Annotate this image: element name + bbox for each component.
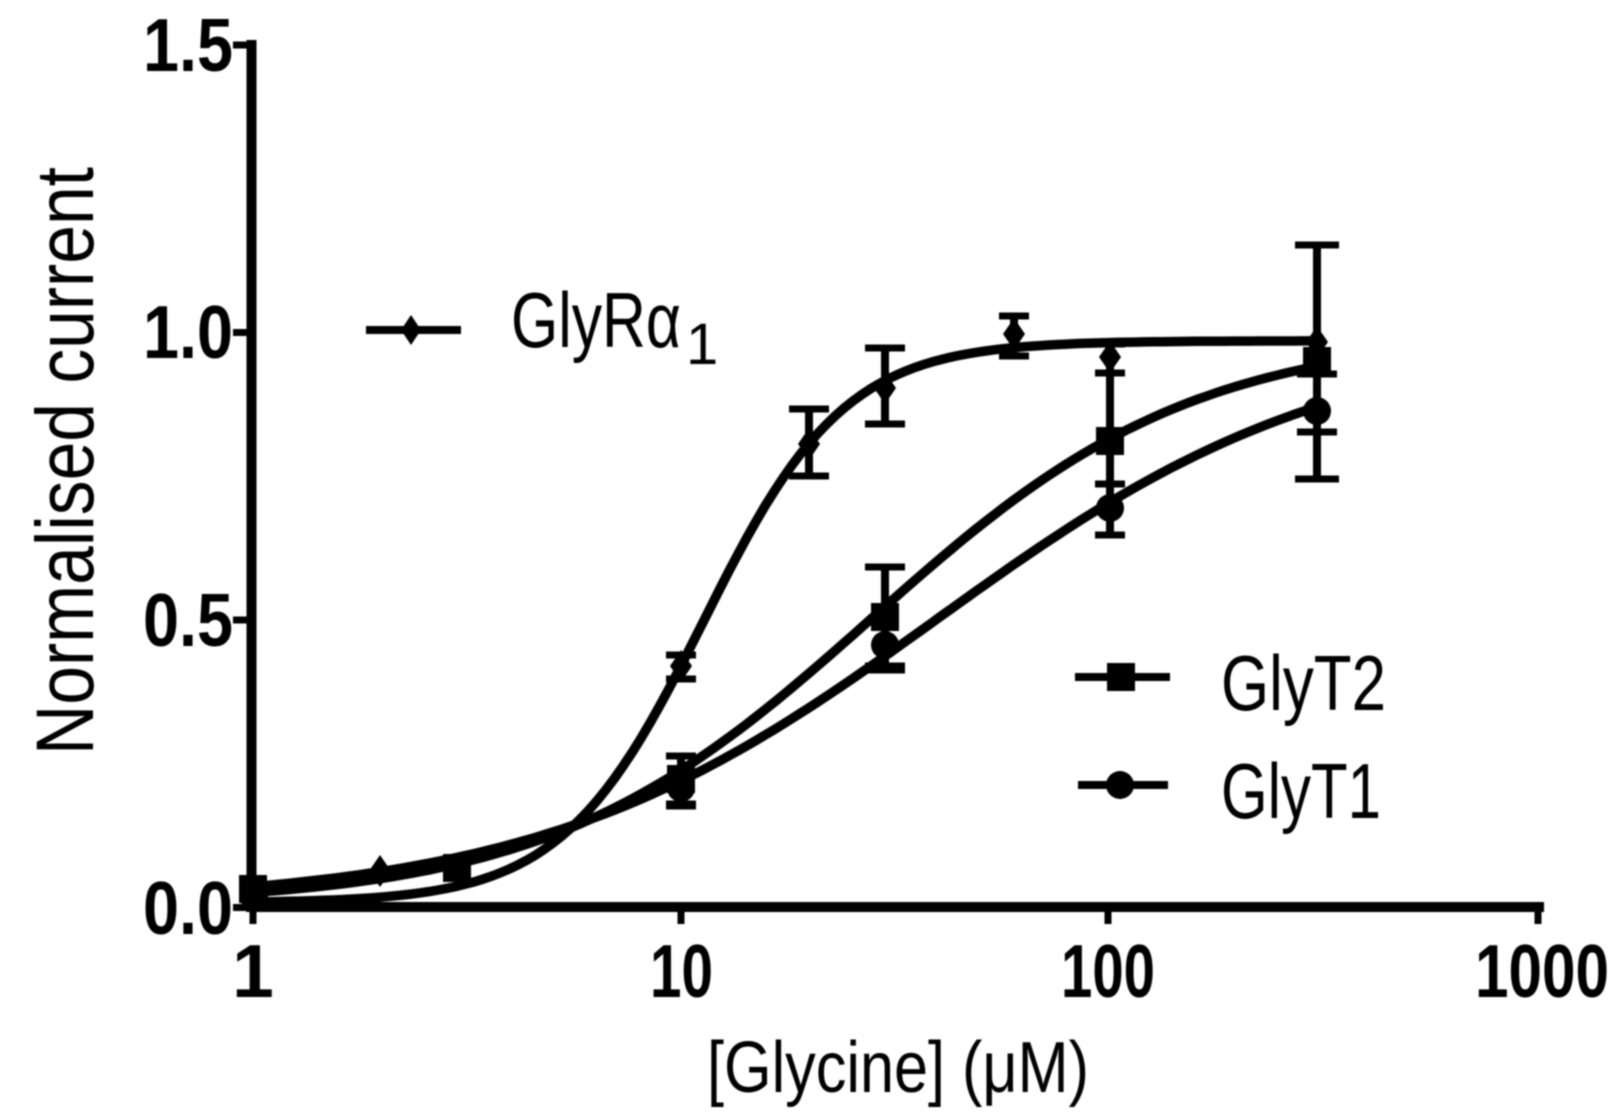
svg-text:1: 1 [232, 929, 274, 1013]
svg-text:Normalised current: Normalised current [20, 167, 111, 755]
svg-text:1: 1 [686, 312, 718, 377]
svg-text:0.0: 0.0 [143, 866, 233, 950]
svg-text:1.5: 1.5 [143, 3, 233, 87]
svg-text:0.5: 0.5 [143, 578, 233, 662]
svg-text:1.0: 1.0 [143, 290, 233, 374]
svg-text:GlyT1: GlyT1 [1221, 747, 1381, 835]
svg-text:1000: 1000 [1475, 929, 1609, 1013]
svg-text:[Glycine] (μM): [Glycine] (μM) [707, 1028, 1089, 1108]
svg-text:100: 100 [1061, 929, 1155, 1013]
svg-text:10: 10 [650, 929, 713, 1013]
svg-text:GlyT2: GlyT2 [1221, 639, 1386, 727]
svg-text:GlyRα: GlyRα [511, 276, 681, 364]
